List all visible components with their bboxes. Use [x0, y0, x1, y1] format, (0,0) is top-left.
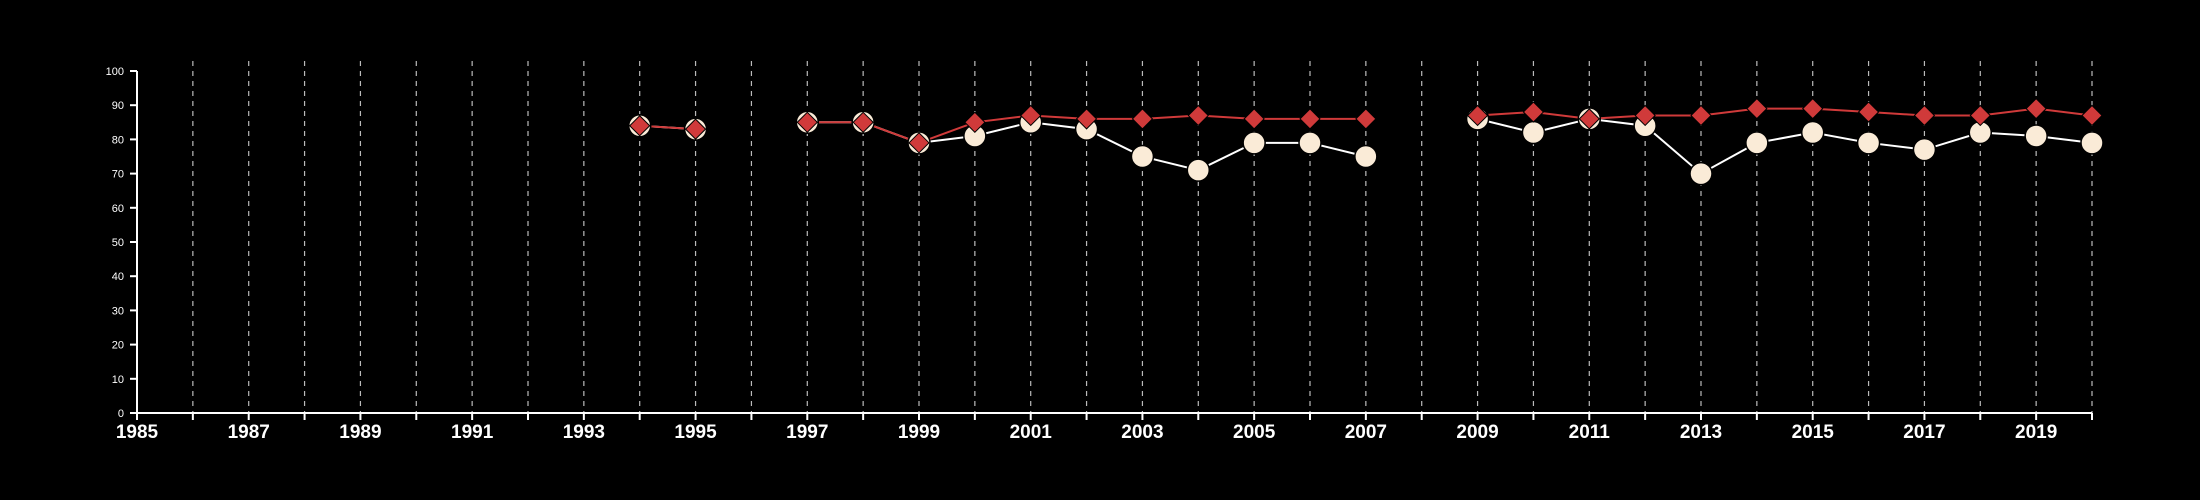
- x-tick-label-2007: 2007: [1345, 422, 1387, 443]
- x-tick-label-1991: 1991: [451, 422, 494, 443]
- series-2-point-2015: [1802, 97, 1824, 120]
- series-2-point-2010: [1522, 101, 1545, 123]
- x-tick-label-2003: 2003: [1121, 422, 1163, 443]
- series-2-point-2020: [2081, 104, 2103, 127]
- series-2-point-1994: [629, 115, 651, 137]
- y-tick-label-30: 30: [112, 305, 124, 317]
- series-2-point-1997: [796, 111, 818, 134]
- series-1-point-2015: [1800, 120, 1825, 145]
- y-tick-label-100: 100: [106, 66, 124, 78]
- data-series: [627, 97, 2104, 186]
- series-2-point-2002: [1075, 108, 1098, 130]
- vertical-gridlines: [192, 61, 2093, 413]
- x-tick-label-2009: 2009: [1456, 422, 1498, 443]
- series-2-point-2004: [1187, 104, 1209, 127]
- y-tick-label-10: 10: [112, 374, 124, 386]
- x-tick-label-1993: 1993: [563, 422, 605, 443]
- series-2-point-2005: [1243, 108, 1265, 130]
- series-1-point-2013: [1689, 161, 1713, 186]
- series-2-point-2016: [1857, 101, 1880, 123]
- x-tick-label-2017: 2017: [1903, 422, 1945, 443]
- series-1-point-2003: [1130, 144, 1155, 169]
- series-2-point-1998: [852, 111, 874, 134]
- series-2-point-2017: [1913, 104, 1936, 127]
- y-tick-label-60: 60: [112, 203, 124, 215]
- series-1-point-2017: [1912, 137, 1937, 162]
- series-1-point-2014: [1745, 131, 1769, 155]
- series-2-point-2019: [2025, 97, 2047, 120]
- series-2-point-2013: [1690, 104, 1712, 127]
- x-tick-label-1987: 1987: [228, 422, 270, 443]
- series-1-point-2006: [1298, 131, 1322, 155]
- series-2-point-2007: [1355, 108, 1377, 130]
- series-2-point-2011: [1578, 108, 1600, 130]
- series-2-point-2014: [1746, 97, 1768, 120]
- series-1-point-2010: [1521, 120, 1546, 145]
- x-tick-label-2011: 2011: [1569, 422, 1611, 443]
- x-tick-label-2013: 2013: [1680, 422, 1722, 443]
- series-2-point-2003: [1131, 108, 1154, 130]
- y-tick-label-90: 90: [112, 100, 124, 112]
- x-tick-label-2001: 2001: [1010, 422, 1053, 443]
- x-tick-label-1999: 1999: [898, 422, 940, 443]
- x-axis: 1985 1987 1989 1991 1993 1995 1997 1999 2001 2003…: [116, 412, 2093, 443]
- series-2-point-2009: [1466, 104, 1489, 127]
- series-1-point-2005: [1242, 131, 1266, 155]
- x-tick-label-2015: 2015: [1792, 422, 1835, 443]
- y-axis: 0 10 20 30 40 50 60 70 80 90 100: [106, 66, 138, 420]
- series-1-point-2019: [2024, 124, 2048, 148]
- series-2-point-1999: [908, 132, 930, 154]
- series-1-point-2020: [2080, 131, 2104, 155]
- series-2-point-2001: [1020, 104, 1042, 127]
- series-1-point-2007: [1354, 144, 1378, 169]
- series-1-point-2016: [1856, 131, 1881, 155]
- y-tick-label-40: 40: [112, 271, 124, 283]
- y-tick-label-50: 50: [112, 237, 124, 249]
- series-2-point-2000: [964, 111, 986, 134]
- x-tick-label-1997: 1997: [786, 422, 828, 443]
- y-tick-label-70: 70: [112, 169, 124, 181]
- x-tick-label-1989: 1989: [339, 422, 381, 443]
- series-2-point-1995: [684, 118, 707, 140]
- series-1-point-2004: [1186, 158, 1211, 182]
- y-tick-label-0: 0: [118, 408, 124, 420]
- x-tick-label-1985: 1985: [116, 422, 159, 443]
- x-tick-label-1995: 1995: [674, 422, 717, 443]
- y-tick-label-20: 20: [112, 340, 124, 352]
- series-2-point-2006: [1299, 108, 1321, 130]
- x-tick-label-2005: 2005: [1233, 422, 1276, 443]
- y-tick-label-80: 80: [112, 134, 124, 146]
- series-2-point-2018: [1969, 104, 1991, 127]
- x-tick-label-2019: 2019: [2015, 422, 2057, 443]
- series-2-point-2012: [1634, 104, 1656, 127]
